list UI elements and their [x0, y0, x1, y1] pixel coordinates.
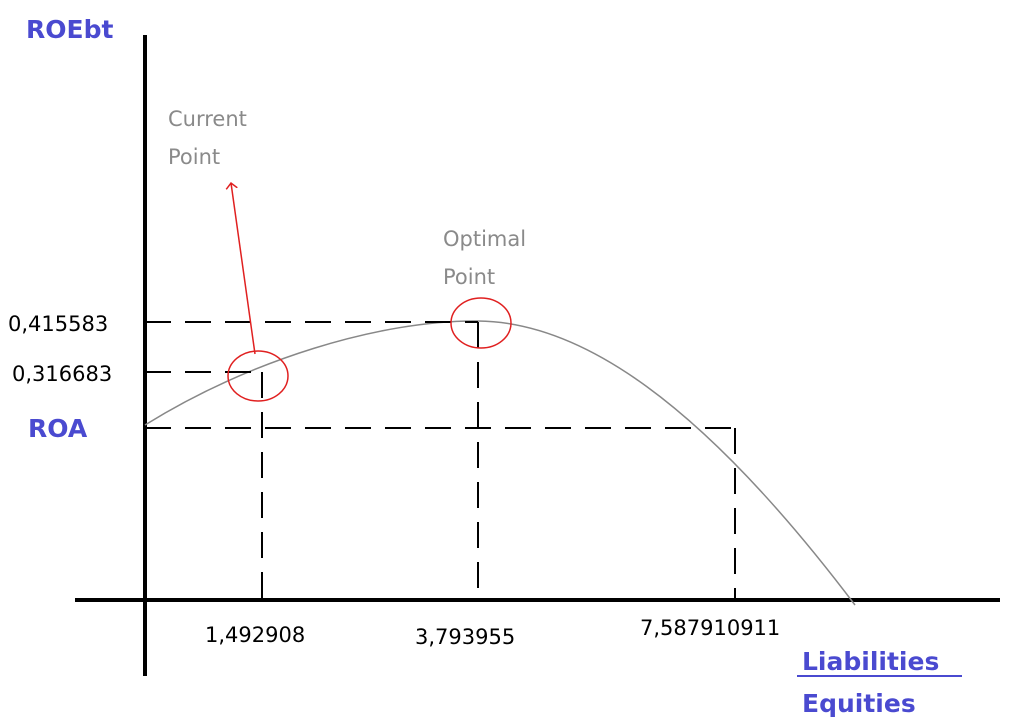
- y-label: 0,415583: [8, 312, 108, 336]
- guide-current: [145, 371, 263, 600]
- roa-label: ROA: [28, 414, 88, 443]
- x-label-bottom: Equities: [802, 689, 916, 718]
- y-label: 0,316683: [12, 362, 112, 386]
- x-label: 3,793955: [415, 625, 515, 649]
- annotation: Optimal: [443, 227, 526, 251]
- x-label-top: Liabilities: [802, 647, 939, 676]
- x-label: 1,492908: [205, 623, 305, 647]
- optimal-circle: [450, 297, 512, 349]
- guide-optimal: [145, 321, 479, 600]
- guide-roa: [145, 427, 736, 600]
- x-label: 7,587910911: [640, 616, 780, 640]
- curve: [144, 320, 856, 606]
- annotation: Point: [443, 265, 495, 289]
- current-circle: [227, 350, 289, 402]
- arrow: [231, 183, 256, 355]
- y-axis-label: ROEbt: [26, 15, 113, 44]
- annotation: Current: [168, 107, 247, 131]
- annotation: Point: [168, 145, 220, 169]
